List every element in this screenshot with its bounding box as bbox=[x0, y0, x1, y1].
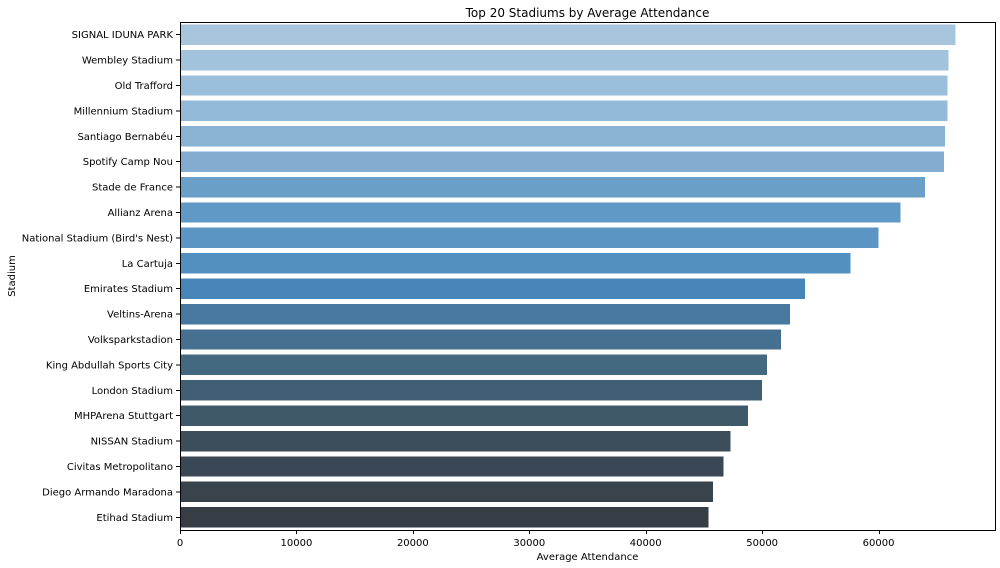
y-tick-label: MHPArena Stuttgart bbox=[74, 411, 173, 422]
x-tick-label: 20000 bbox=[397, 538, 429, 549]
y-tick-label: Etihad Stadium bbox=[96, 513, 173, 524]
bar bbox=[180, 49, 949, 71]
y-tick-label: SIGNAL IDUNA PARK bbox=[72, 30, 174, 41]
bar bbox=[180, 329, 781, 350]
y-tick-label: King Abdullah Sports City bbox=[46, 360, 173, 371]
bar bbox=[180, 227, 879, 249]
x-axis-ticks: 0 10000 20000 30000 40000 50000 60000 bbox=[177, 530, 895, 549]
bar bbox=[180, 456, 724, 477]
bar bbox=[180, 126, 945, 147]
y-tick-label: Volksparkstadion bbox=[88, 335, 173, 346]
bar bbox=[180, 202, 901, 223]
bar bbox=[180, 380, 763, 401]
y-tick-label: Spotify Camp Nou bbox=[83, 157, 173, 168]
x-tick-label: 30000 bbox=[513, 538, 545, 549]
x-tick-label: 50000 bbox=[746, 538, 778, 549]
y-tick-label: Old Trafford bbox=[115, 81, 173, 92]
bar bbox=[180, 507, 709, 528]
y-tick-label: NISSAN Stadium bbox=[91, 437, 173, 448]
x-tick-label: 40000 bbox=[630, 538, 662, 549]
x-tick-label: 60000 bbox=[863, 538, 895, 549]
bar bbox=[180, 354, 767, 376]
x-axis-label: Average Attendance bbox=[537, 552, 639, 563]
y-tick-label: La Cartuja bbox=[122, 259, 173, 270]
y-axis-label: Stadium bbox=[7, 255, 18, 297]
bar bbox=[180, 278, 806, 299]
x-tick-label: 10000 bbox=[281, 538, 313, 549]
bar bbox=[180, 151, 944, 172]
y-tick-label: National Stadium (Bird's Nest) bbox=[22, 233, 173, 244]
y-tick-label: Veltins-Arena bbox=[107, 310, 173, 321]
bar bbox=[180, 481, 714, 503]
y-tick-label: Santiago Bernabéu bbox=[77, 131, 173, 143]
y-tick-label: Millennium Stadium bbox=[74, 106, 173, 117]
bar bbox=[180, 253, 851, 274]
y-tick-label: Civitas Metropolitano bbox=[67, 462, 173, 473]
x-tick-label: 0 bbox=[177, 538, 183, 549]
chart-title: Top 20 Stadiums by Average Attendance bbox=[465, 6, 710, 20]
bar bbox=[180, 100, 948, 122]
bar bbox=[180, 405, 749, 426]
bars bbox=[180, 24, 956, 528]
y-tick-label: Emirates Stadium bbox=[84, 284, 173, 295]
y-tick-label: Allianz Arena bbox=[108, 208, 173, 219]
bar bbox=[180, 24, 956, 45]
bar bbox=[180, 75, 948, 96]
y-tick-label: Diego Armando Maradona bbox=[42, 487, 173, 498]
bar bbox=[180, 176, 926, 198]
bar bbox=[180, 303, 791, 325]
y-tick-label: Wembley Stadium bbox=[82, 56, 173, 67]
plot-frame bbox=[180, 22, 996, 531]
y-axis-ticks: SIGNAL IDUNA PARK Wembley Stadium Old Traf… bbox=[22, 30, 180, 524]
y-tick-label: London Stadium bbox=[92, 386, 173, 397]
y-tick-label: Stade de France bbox=[92, 183, 173, 194]
bar bbox=[180, 430, 731, 452]
